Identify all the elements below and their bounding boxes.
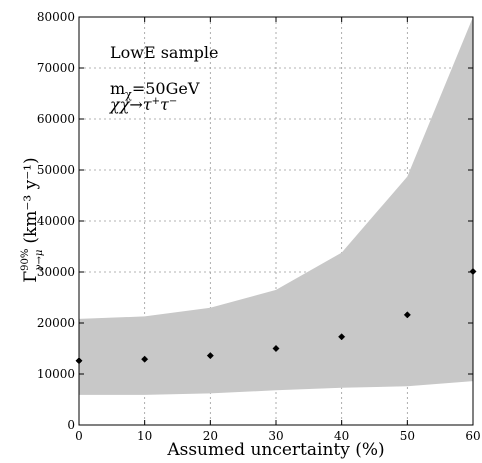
y-tick-label: 10000 xyxy=(37,367,75,381)
x-tick-label: 10 xyxy=(137,429,152,443)
x-axis-label: Assumed uncertainty (%) xyxy=(166,440,384,460)
annotation-channel: χχ→τ+τ− xyxy=(109,95,177,114)
y-tick-label: 70000 xyxy=(37,61,75,75)
x-tick-label: 60 xyxy=(465,429,480,443)
y-tick-label: 40000 xyxy=(37,214,75,228)
y-tick-label: 80000 xyxy=(37,10,75,24)
y-tick-label: 20000 xyxy=(37,316,75,330)
annotation-sample: LowE sample xyxy=(110,43,218,62)
x-tick-label: 0 xyxy=(75,429,83,443)
y-tick-label: 50000 xyxy=(37,163,75,177)
y-tick-label: 0 xyxy=(67,418,75,432)
x-tick-label: 50 xyxy=(400,429,415,443)
y-tick-label: 60000 xyxy=(37,112,75,126)
